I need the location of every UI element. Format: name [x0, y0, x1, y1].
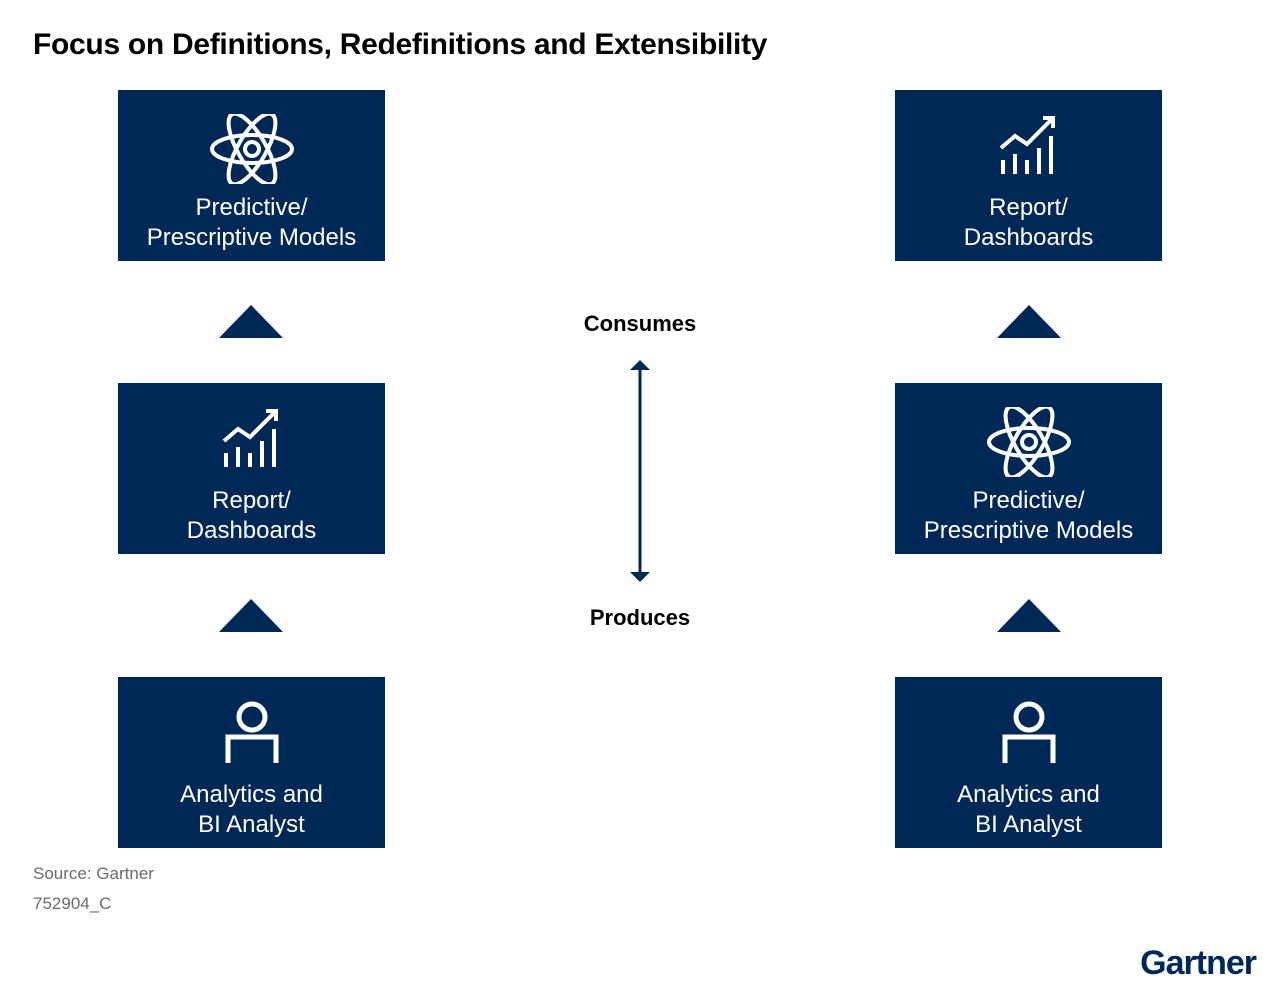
left-analyst-box: Analytics and BI Analyst	[118, 677, 385, 848]
left-predictive-box: Predictive/ Prescriptive Models	[118, 90, 385, 261]
box-label-line1: Predictive/	[195, 194, 308, 221]
produces-label: Produces	[589, 605, 691, 630]
box-label-line1: Report/	[989, 194, 1068, 221]
box-label-line2: Dashboards	[963, 224, 1094, 251]
right-analyst-box: Analytics and BI Analyst	[895, 677, 1162, 848]
figure-code: 752904_C	[33, 894, 112, 913]
box-label-line2: Dashboards	[186, 517, 317, 544]
box-label-line2: Prescriptive Models	[923, 517, 1134, 544]
atom-icon	[895, 407, 1162, 477]
person-icon	[118, 701, 385, 771]
right-predictive-box: Predictive/ Prescriptive Models	[895, 383, 1162, 554]
atom-icon	[118, 114, 385, 184]
box-label-line1: Analytics and	[180, 781, 323, 808]
up-arrow-triangle	[997, 305, 1061, 338]
double-arrow-icon	[630, 360, 650, 582]
right-report-box: Report/ Dashboards	[895, 90, 1162, 261]
box-label-line2: BI Analyst	[198, 811, 305, 838]
up-arrow-triangle	[219, 599, 283, 632]
left-report-box: Report/ Dashboards	[118, 383, 385, 554]
gartner-logo: Gartner	[1140, 944, 1257, 982]
source-text: Source: Gartner	[33, 864, 154, 883]
bar-chart-trend-icon	[895, 114, 1162, 184]
up-arrow-triangle	[219, 305, 283, 338]
box-label-line2: BI Analyst	[975, 811, 1082, 838]
box-label-line1: Predictive/	[972, 487, 1085, 514]
person-icon	[895, 701, 1162, 771]
box-label-line1: Report/	[212, 487, 291, 514]
box-label-line1: Analytics and	[957, 781, 1100, 808]
bar-chart-trend-icon	[118, 407, 385, 477]
page-title: Focus on Definitions, Redefinitions and …	[33, 28, 768, 61]
box-label-line2: Prescriptive Models	[146, 224, 357, 251]
consumes-label: Consumes	[583, 311, 697, 336]
up-arrow-triangle	[997, 599, 1061, 632]
